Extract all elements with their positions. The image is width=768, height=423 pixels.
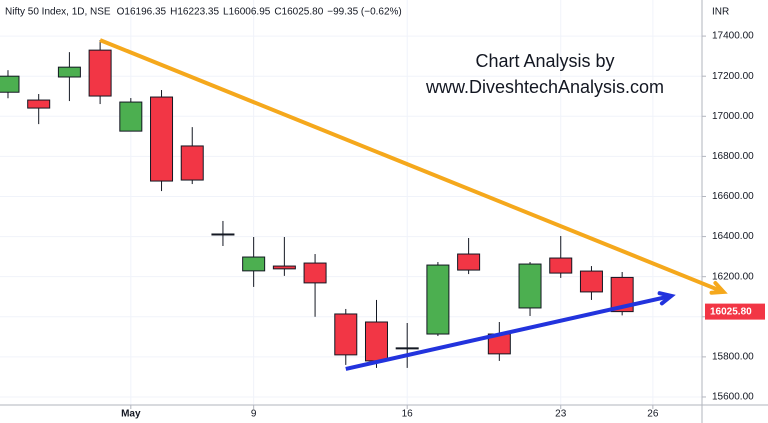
chart-title: Nifty 50 Index, 1D, NSE	[5, 7, 111, 18]
candle-body-down	[88, 49, 112, 97]
x-tick-label: 9	[251, 409, 257, 420]
candle-body-down	[27, 99, 51, 109]
y-tick-label: 16400.00	[712, 231, 754, 242]
candle-body-down	[579, 270, 603, 293]
x-tick-label: May	[121, 409, 141, 420]
candle-body-down	[364, 321, 388, 362]
candle-body-up	[426, 264, 450, 335]
y-tick-label: 16600.00	[712, 191, 754, 202]
y-tick-label: 15800.00	[712, 352, 754, 363]
ohlc-legend: −99.35 (−0.62%)	[327, 7, 402, 18]
ohlc-legend: H16223.35	[170, 7, 219, 18]
candle-body-down	[303, 262, 327, 284]
candle-body-up	[242, 256, 266, 272]
y-tick-label: 17200.00	[712, 71, 754, 82]
arrow-head	[709, 281, 728, 295]
y-tick-label: 17400.00	[712, 31, 754, 42]
candle-body-down	[610, 276, 634, 313]
candle-body-down	[549, 257, 573, 274]
trendline	[99, 38, 725, 294]
trendline	[345, 293, 672, 371]
candle-body-up	[57, 66, 81, 78]
candle-body-down	[334, 313, 358, 356]
x-tick-label: 23	[555, 409, 567, 420]
y-tick-label: 17000.00	[712, 111, 754, 122]
annotation: www.DiveshtechAnalysis.com	[425, 77, 664, 97]
candle-body-up	[119, 101, 143, 132]
candle-body-up	[395, 347, 419, 350]
candle-body-down	[180, 145, 204, 181]
y-tick-label: 16200.00	[712, 271, 754, 282]
y-tick-label: 16800.00	[712, 151, 754, 162]
x-tick-label: 16	[402, 409, 414, 420]
y-axis-label: INR	[712, 7, 729, 18]
candle-body-up	[518, 263, 542, 309]
ohlc-legend: O16196.35	[117, 7, 167, 18]
candle-body-down	[272, 265, 296, 270]
y-tick-label: 15600.00	[712, 392, 754, 403]
candle-body-up	[0, 75, 20, 93]
x-tick-label: 26	[647, 409, 659, 420]
arrow-head	[657, 291, 676, 306]
candle-body-down	[457, 253, 481, 271]
last-price-tag	[705, 303, 765, 320]
candle-body-down	[211, 233, 235, 236]
ohlc-legend: C16025.80	[274, 7, 323, 18]
last-price-label: 16025.80	[710, 306, 752, 317]
annotation: Chart Analysis by	[475, 51, 614, 71]
candle-body-down	[150, 96, 174, 182]
ohlc-legend: L16006.95	[223, 7, 271, 18]
